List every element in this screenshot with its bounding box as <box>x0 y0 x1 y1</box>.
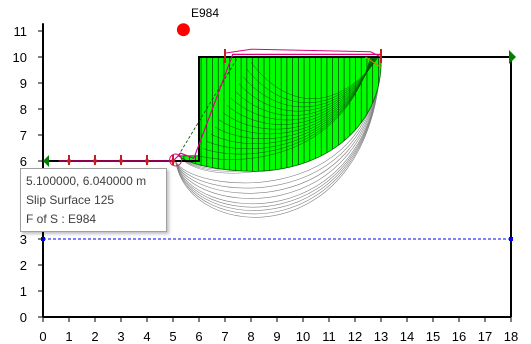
x-tick-label: 12 <box>348 329 362 344</box>
water-table-node <box>509 237 513 241</box>
x-tick-label: 9 <box>273 329 280 344</box>
x-tick-label: 4 <box>143 329 150 344</box>
min-fos-marker <box>176 23 190 37</box>
left-end-marker <box>43 155 49 167</box>
y-tick-label: 9 <box>20 76 27 91</box>
slip-surface-line <box>175 56 382 199</box>
x-tick-label: 11 <box>322 329 336 344</box>
x-tick-label: 1 <box>65 329 72 344</box>
x-tick-label: 10 <box>296 329 310 344</box>
x-tick-label: 3 <box>117 329 124 344</box>
grid-point-circle <box>169 153 183 167</box>
x-tick-label: 16 <box>452 329 466 344</box>
y-tick-label: 6 <box>20 154 27 169</box>
y-tick-label: 7 <box>20 128 27 143</box>
slip-surface-line <box>175 56 382 218</box>
limit-dot <box>93 159 97 163</box>
annotations <box>176 23 190 37</box>
limit-dot <box>171 159 175 163</box>
inner-slip-line <box>234 57 377 116</box>
sliding-mass <box>176 56 382 172</box>
y-tick-label: 8 <box>20 102 27 117</box>
slip-surface-line <box>175 56 382 194</box>
min-fos-label: E984 <box>191 6 220 20</box>
axes: 0123456789101112131415161718012345678910… <box>13 24 519 344</box>
x-tick-label: 13 <box>374 329 388 344</box>
slip-limit-line <box>58 53 381 162</box>
limit-handle <box>365 56 382 68</box>
inner-slip-line <box>242 57 378 108</box>
y-tick-label: 1 <box>20 284 27 299</box>
info-tooltip: 5.100000, 6.040000 m Slip Surface 125 F … <box>20 168 167 232</box>
x-tick-label: 8 <box>247 329 254 344</box>
y-tick-label: 11 <box>14 24 28 39</box>
x-tick-label: 5 <box>169 329 176 344</box>
right-end-marker <box>509 50 516 64</box>
x-tick-label: 2 <box>91 329 98 344</box>
tooltip-coordinates: 5.100000, 6.040000 m <box>26 174 147 188</box>
limit-dot <box>145 159 149 163</box>
x-tick-label: 15 <box>426 329 440 344</box>
slip-surface-line <box>175 56 382 211</box>
x-tick-label: 17 <box>478 329 492 344</box>
tooltip-slip-surface: Slip Surface 125 <box>26 193 115 207</box>
y-tick-label: 0 <box>20 310 27 325</box>
x-tick-label: 14 <box>400 329 414 344</box>
x-tick-label: 18 <box>504 329 518 344</box>
limit-dot <box>119 159 123 163</box>
slide-mass-fill <box>176 56 382 172</box>
slip-surface-line <box>175 56 382 208</box>
y-tick-label: 2 <box>20 258 27 273</box>
x-tick-label: 7 <box>221 329 228 344</box>
y-tick-label: 10 <box>13 50 27 65</box>
slip-surface-line <box>175 56 382 204</box>
slip-limit-line-upper <box>224 48 382 58</box>
slope-face-dashed <box>177 56 239 157</box>
x-tick-label: 0 <box>39 329 46 344</box>
y-tick-label: 3 <box>20 232 27 247</box>
x-tick-label: 6 <box>195 329 202 344</box>
limit-dot <box>67 159 71 163</box>
tooltip-fos: F of S : E984 <box>26 212 97 226</box>
slip-surface-line <box>175 56 382 215</box>
